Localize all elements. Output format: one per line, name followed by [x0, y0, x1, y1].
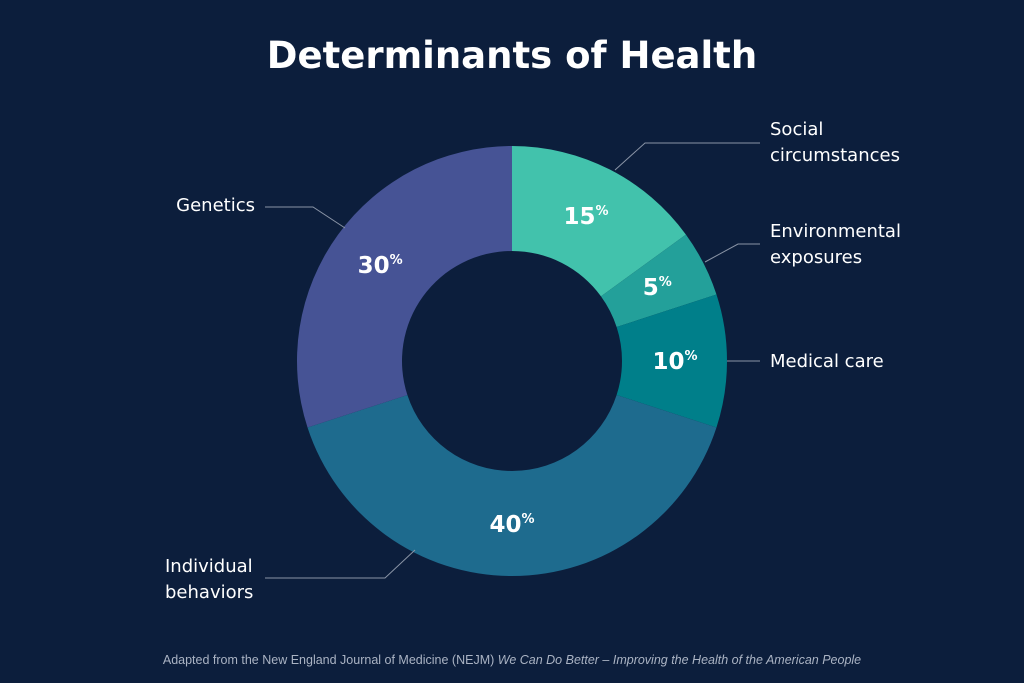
- slice-value-label: 40%: [489, 512, 534, 538]
- slice-category-label: circumstances: [770, 145, 900, 166]
- donut-slice: [307, 394, 717, 577]
- leader-line: [704, 243, 760, 263]
- donut-slice: [512, 146, 686, 297]
- chart-title: Determinants of Health: [266, 34, 758, 77]
- slice-category-label: Medical care: [770, 351, 884, 372]
- slice-category-label: Genetics: [176, 195, 255, 216]
- slice-category-label: behaviors: [165, 582, 253, 603]
- slice-category-label: Environmental: [770, 221, 901, 242]
- slice-value-label: 5%: [643, 275, 672, 301]
- slice-value-label: 30%: [358, 253, 403, 279]
- leader-line: [265, 549, 416, 579]
- source-footnote: Adapted from the New England Journal of …: [0, 653, 1024, 667]
- leader-line: [614, 142, 760, 171]
- footnote-text: Adapted from the New England Journal of …: [162, 653, 498, 667]
- footnote-italic-title: We Can Do Better – Improving the Health …: [497, 653, 862, 667]
- slice-category-label: Social: [770, 119, 823, 140]
- donut-slice: [297, 146, 512, 428]
- slice-value-label: 15%: [563, 204, 608, 230]
- donut-slice: [616, 294, 727, 428]
- slice-value-label: 10%: [652, 349, 697, 375]
- donut-slice: [600, 234, 717, 328]
- leader-line: [265, 206, 346, 229]
- slice-category-label: exposures: [770, 247, 862, 268]
- slice-category-label: Individual: [165, 556, 253, 577]
